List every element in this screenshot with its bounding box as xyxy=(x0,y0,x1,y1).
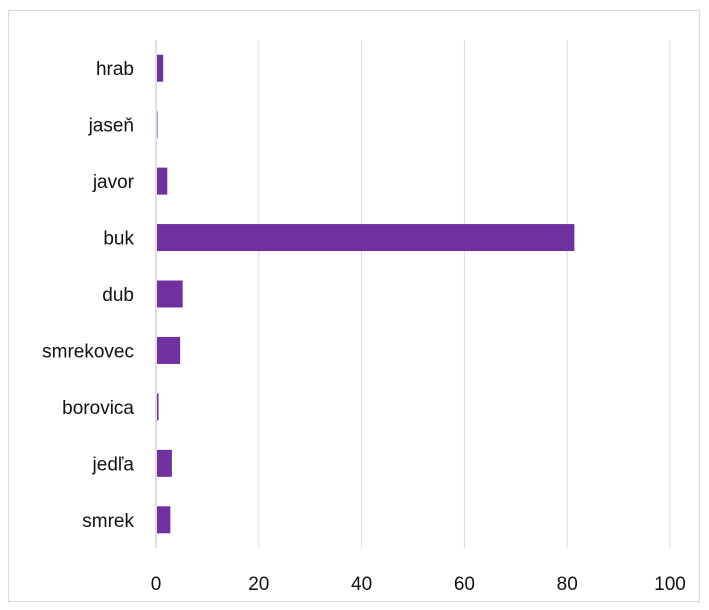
category-labels: hrab jaseň javor buk dub smrekovec borovica jed… xyxy=(42,59,135,532)
category-label: smrek xyxy=(82,511,134,532)
bars xyxy=(157,54,575,534)
category-label: borovica xyxy=(62,398,134,419)
bar-jaseň xyxy=(157,111,158,139)
x-tick-label: 80 xyxy=(557,574,578,595)
bar-jedľa xyxy=(157,449,172,477)
x-tick-label: 0 xyxy=(151,574,162,595)
category-label: javor xyxy=(92,172,135,193)
chart-frame xyxy=(8,10,700,602)
x-tick-label: 20 xyxy=(248,574,269,595)
bar-smrek xyxy=(157,506,171,534)
category-label: dub xyxy=(102,285,134,306)
x-tick-label: 40 xyxy=(351,574,372,595)
bar-javor xyxy=(157,167,168,195)
x-tick-label: 60 xyxy=(454,574,475,595)
category-label: hrab xyxy=(96,59,134,80)
bar-dub xyxy=(157,280,183,308)
gridlines xyxy=(155,40,671,548)
category-label: jedľa xyxy=(92,454,135,475)
x-axis-ticks: 0 20 40 60 80 100 xyxy=(151,574,686,595)
bar-hrab xyxy=(157,54,164,82)
x-tick-label: 100 xyxy=(654,574,686,595)
bar-borovica xyxy=(157,393,159,421)
category-label: smrekovec xyxy=(42,341,134,362)
category-label: jaseň xyxy=(88,116,134,137)
bar-smrekovec xyxy=(157,336,181,364)
category-label: buk xyxy=(103,229,134,250)
bar-buk xyxy=(157,224,575,252)
